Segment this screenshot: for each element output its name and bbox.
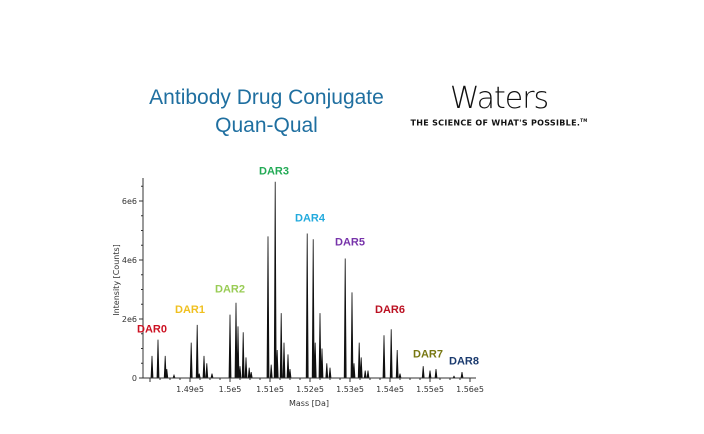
dar-label-dar7: DAR7 bbox=[413, 348, 443, 360]
axes: 0 2e6 4e6 6e6 1.49e5 1.5e5 1.51e5 1.52e5 1.53e5 1… bbox=[112, 178, 484, 408]
dar-label-dar8: DAR8 bbox=[449, 356, 479, 368]
y-tick-label: 2e6 bbox=[122, 315, 137, 324]
x-tick-label: 1.54e5 bbox=[376, 385, 404, 394]
y-axis-title: Intensity [Counts] bbox=[112, 244, 121, 316]
dar-label-dar3: DAR3 bbox=[259, 165, 289, 177]
x-tick-label: 1.53e5 bbox=[336, 385, 364, 394]
dar-label-dar6: DAR6 bbox=[375, 304, 405, 316]
title-line-1: Antibody Drug Conjugate bbox=[149, 86, 384, 109]
dar-label-dar1: DAR1 bbox=[175, 304, 205, 316]
y-tick-label: 0 bbox=[132, 374, 137, 383]
dar-label-dar4: DAR4 bbox=[295, 213, 326, 225]
dar-label-dar0: DAR0 bbox=[137, 323, 167, 335]
spectrum-trace bbox=[150, 181, 464, 379]
y-tick-label: 6e6 bbox=[122, 197, 137, 206]
x-tick-label: 1.52e5 bbox=[296, 385, 324, 394]
chart-title: Antibody Drug Conjugate Quan-Qual bbox=[100, 84, 433, 140]
dar-annotations: DAR0 DAR1 DAR2 DAR3 DAR4 DAR5 DAR6 DAR7 DAR8 bbox=[137, 165, 479, 367]
x-tick-label: 1.56e5 bbox=[456, 385, 484, 394]
y-tick-label: 4e6 bbox=[122, 256, 137, 265]
logo-tagline-text: THE SCIENCE OF WHAT'S POSSIBLE. bbox=[410, 118, 581, 128]
x-tick-label: 1.49e5 bbox=[176, 385, 204, 394]
x-tick-label: 1.55e5 bbox=[416, 385, 444, 394]
trademark-mark: TM bbox=[580, 118, 588, 123]
dar-label-dar2: DAR2 bbox=[215, 283, 245, 295]
logo-tagline: THE SCIENCE OF WHAT'S POSSIBLE.TM bbox=[404, 118, 594, 128]
x-axis-title: Mass [Da] bbox=[289, 399, 329, 408]
x-tick-label: 1.51e5 bbox=[256, 385, 284, 394]
dar-label-dar5: DAR5 bbox=[335, 236, 365, 248]
title-line-2: Quan-Qual bbox=[215, 114, 318, 137]
logo-wordmark: Waters bbox=[449, 81, 549, 116]
x-tick-label: 1.5e5 bbox=[219, 385, 242, 394]
waters-logo: Waters THE SCIENCE OF WHAT'S POSSIBLE.TM bbox=[404, 82, 594, 128]
plot-area bbox=[150, 181, 464, 379]
